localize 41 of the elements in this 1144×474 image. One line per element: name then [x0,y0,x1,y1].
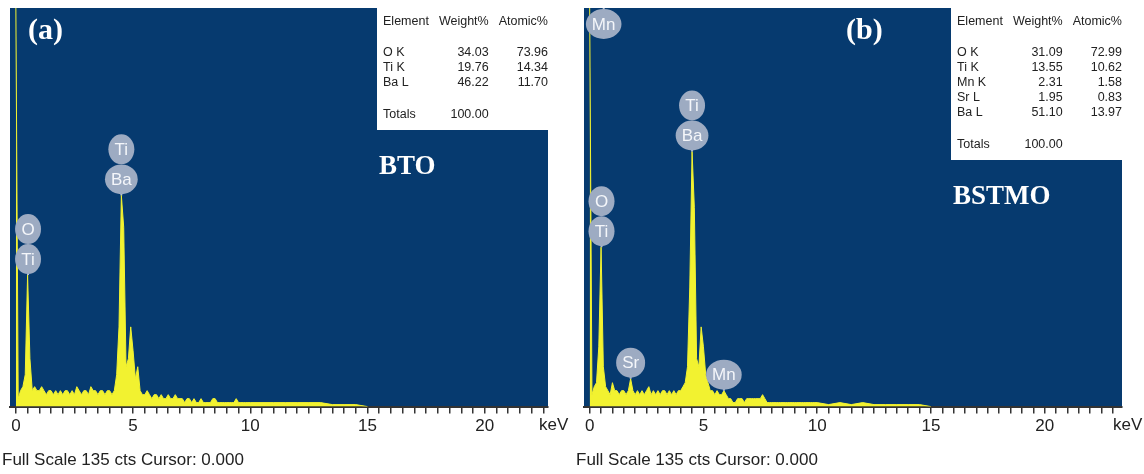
annotation: Ti [114,140,129,160]
x-axis-title: keV [1113,414,1143,435]
annotation: BSTMO [953,180,1051,211]
x-tick-label: 5 [698,416,709,436]
x-tick-label: 10 [807,416,827,436]
x-tick-label: 5 [128,416,138,436]
x-tick-label: 10 [240,416,260,436]
chart-title: (b) [846,12,883,46]
text: Sr L 1.95 0.83 [957,90,1122,104]
annotation: Ti [685,96,699,116]
annotation: Mn [591,14,616,34]
annotation: O [594,191,609,211]
x-tick-label: 20 [475,416,495,436]
x-axis-title: keV [539,414,569,435]
annotation: Sr [622,353,640,373]
annotation: BTO [379,150,436,181]
chart-title: (a) [28,12,63,46]
annotation: Ba [110,170,133,190]
annotation: Ba [681,126,703,146]
text: O K 31.09 72.99 [957,45,1122,59]
text: Ti K 13.55 10.62 [957,60,1122,74]
annotation: Element Weight% Atomic% [383,14,548,30]
text: Ba L 46.22 11.70 [383,75,548,89]
x-tick-label: 20 [1035,416,1055,436]
x-tick-label: 15 [921,416,941,436]
x-tick-label: 15 [358,416,377,436]
annotation: Mn [712,365,736,385]
annotation: Element Weight% Atomic% [957,14,1122,30]
text: Full Scale 135 cts Cursor: 0.000 [576,450,818,470]
text: Ba L 51.10 13.97 [957,105,1122,119]
annotation: O [21,219,35,239]
text: Full Scale 135 cts Cursor: 0.000 [2,450,244,470]
text: Totals 100.00 [383,107,489,121]
text: O K 34.03 73.96 [383,45,548,59]
text: Mn K 2.31 1.58 [957,75,1122,89]
x-tick-label: 0 [584,416,595,436]
text: Totals 100.00 [957,137,1063,151]
x-tick-label: 0 [11,416,21,436]
text: Ti K 19.76 14.34 [383,60,548,74]
annotation: Ti [21,249,35,269]
annotation: Ti [594,221,609,241]
